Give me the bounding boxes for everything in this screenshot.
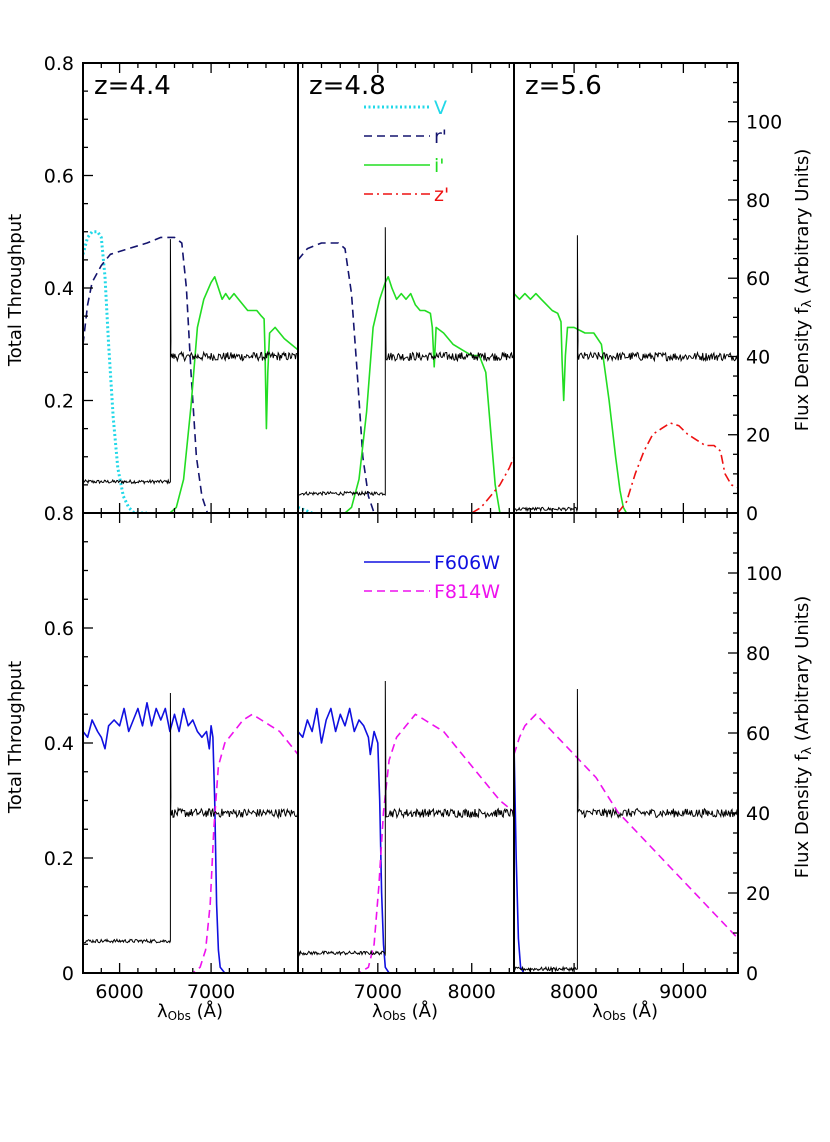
- filter-curve-top-right-1: [617, 422, 738, 513]
- legend-label: z': [434, 184, 449, 206]
- filter-curve-top-right-0: [514, 292, 628, 513]
- galaxy-spectrum-top-right: [514, 235, 738, 513]
- y2tick-label: 60: [746, 723, 770, 745]
- y2tick-label: 20: [746, 883, 770, 905]
- left-ylabel-bottom: Total Throughput: [5, 661, 26, 814]
- galaxy-spectrum-top-middle: [298, 227, 514, 497]
- redshift-label: z=4.8: [309, 71, 386, 101]
- xtick-label: 6000: [95, 981, 143, 1003]
- legend-label: F606W: [434, 552, 500, 574]
- y2tick-label: 20: [746, 425, 770, 447]
- y2tick-label: 0: [746, 963, 758, 985]
- ytick-label: 0.2: [44, 848, 74, 870]
- filter-curve-bottom-right-1: [514, 713, 738, 940]
- legend-label: r': [434, 126, 447, 148]
- xtick-label: 7000: [354, 981, 402, 1003]
- galaxy-spectrum-bottom-right: [514, 688, 738, 973]
- filter-curve-bottom-middle-1: [340, 713, 514, 973]
- panel-bottom-middle: 7000 8000: [297, 512, 515, 1003]
- ytick-label: 0.2: [44, 391, 74, 413]
- filter-curve-top-middle-2: [344, 276, 501, 513]
- panel-top-middle: z=4.8: [297, 62, 515, 514]
- y2tick-label: 100: [746, 563, 782, 585]
- panel-top-left: 0.2 0.4 0.6 0.8 z=4.4: [44, 53, 299, 514]
- panel-frame-top-middle: [297, 62, 515, 514]
- right-ylabel-top: Flux Density fλ (Arbitrary Units): [792, 149, 815, 432]
- y2tick-label: 40: [746, 803, 770, 825]
- panel-bottom-left: 0 0.2 0.4 0.6 0.8 6000 7000: [44, 503, 299, 1003]
- xlabel-right: λObs (Å): [592, 1000, 658, 1023]
- ytick-label: 0.4: [44, 733, 74, 755]
- y2tick-label: 100: [746, 112, 782, 134]
- panel-top-right: 0 20 40 60 80 100 z=5.6: [513, 62, 782, 525]
- galaxy-spectrum-top-left: [83, 239, 298, 485]
- xtick-label: 9000: [659, 981, 707, 1003]
- legend-bottom: F606W F814W: [364, 552, 500, 603]
- ytick-label: 0.8: [44, 503, 74, 525]
- y2tick-label: 80: [746, 190, 770, 212]
- y2tick-label: 40: [746, 346, 770, 368]
- redshift-label: z=4.4: [94, 71, 171, 101]
- filter-curve-top-left-0: [83, 230, 147, 513]
- galaxy-spectrum-bottom-middle: [298, 680, 514, 957]
- filter-curve-bottom-left-0: [83, 702, 226, 973]
- ytick-label: 0: [62, 963, 74, 985]
- ytick-label: 0.6: [44, 618, 74, 640]
- panel-frame-top-left: [82, 62, 299, 514]
- legend-label: V: [434, 97, 447, 119]
- panel-frame-bottom-left: [82, 512, 299, 974]
- filter-curve-top-middle-3: [471, 456, 514, 513]
- ytick-label: 0.8: [44, 53, 74, 75]
- xtick-label: 7000: [187, 981, 235, 1003]
- right-ylabel-bottom: Flux Density fλ (Arbitrary Units): [792, 596, 815, 879]
- panel-bottom-right: 0 20 40 60 80 100 8000 9000: [513, 512, 782, 1003]
- filter-curve-top-middle-1: [298, 242, 388, 513]
- galaxy-spectrum-bottom-left: [83, 692, 298, 945]
- filter-curve-bottom-middle-0: [298, 707, 390, 973]
- panel-frame-top-right: [513, 62, 739, 514]
- left-ylabel-top: Total Throughput: [5, 214, 26, 367]
- filter-curve-top-left-2: [169, 276, 298, 513]
- xlabel-middle: λObs (Å): [372, 1000, 438, 1023]
- legend-label: i': [434, 155, 445, 177]
- xtick-label: 8000: [550, 981, 598, 1003]
- panel-frame-bottom-right: [513, 512, 739, 974]
- filter-curve-top-left-1: [83, 236, 216, 513]
- legend-label: F814W: [434, 581, 500, 603]
- y2tick-label: 0: [746, 503, 758, 525]
- legend-top: Vr' i' z': [364, 97, 449, 206]
- y2tick-label: 80: [746, 643, 770, 665]
- filter-curve-bottom-left-1: [174, 713, 298, 973]
- xtick-label: 8000: [448, 981, 496, 1003]
- ytick-label: 0.4: [44, 278, 74, 300]
- filter-curve-bottom-right-0: [514, 742, 525, 973]
- y2tick-label: 60: [746, 268, 770, 290]
- ytick-label: 0.6: [44, 166, 74, 188]
- redshift-label: z=5.6: [525, 71, 602, 101]
- xlabel-left: λObs (Å): [157, 1000, 223, 1023]
